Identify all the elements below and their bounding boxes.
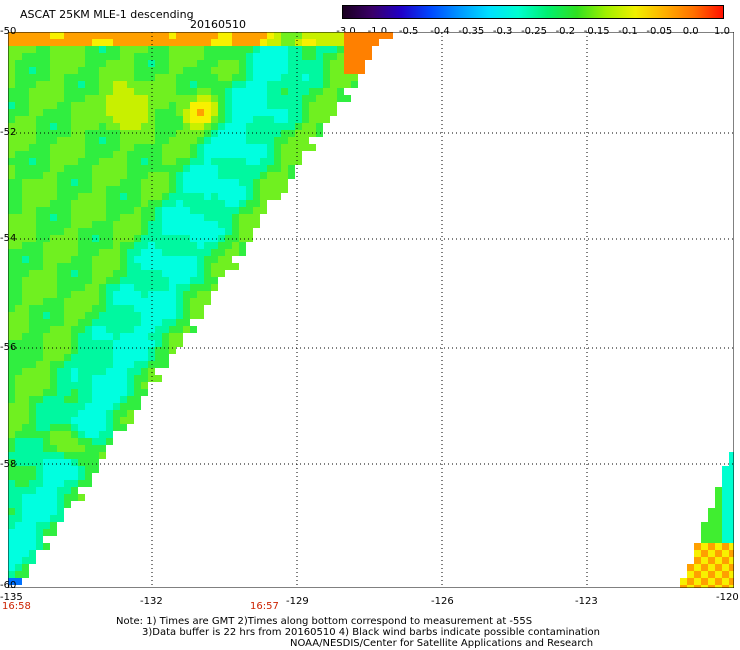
- lat-label-60: -60: [0, 580, 17, 591]
- lon-label-135: -135: [0, 592, 23, 603]
- colorbar: [342, 5, 724, 19]
- gridlines: [8, 32, 734, 588]
- time-label-1658: 16:58: [2, 601, 31, 612]
- note-line-2: 3)Data buffer is 22 hrs from 20160510 4)…: [142, 627, 600, 638]
- time-label-1657: 16:57: [250, 601, 279, 612]
- map-plot: [8, 32, 734, 588]
- lon-label-126: -126: [431, 596, 454, 607]
- map-title: ASCAT 25KM MLE-1 descending: [20, 8, 194, 21]
- swath-right: [680, 452, 734, 588]
- lon-label-120: -120: [716, 592, 739, 603]
- lon-label-132: -132: [140, 596, 163, 607]
- lat-label-56: -56: [0, 342, 17, 353]
- map-date: 20160510: [190, 18, 246, 31]
- lat-label-58: -58: [0, 459, 17, 470]
- note-line-1: Note: 1) Times are GMT 2)Times along bot…: [116, 616, 533, 627]
- lon-label-129: -129: [286, 596, 309, 607]
- lon-label-123: -123: [575, 596, 598, 607]
- lat-label-50: -50: [0, 26, 17, 37]
- lat-label-54: -54: [0, 233, 17, 244]
- lat-label-52: -52: [0, 127, 17, 138]
- note-line-3: NOAA/NESDIS/Center for Satellite Applica…: [290, 638, 594, 649]
- swath-left: [8, 32, 393, 585]
